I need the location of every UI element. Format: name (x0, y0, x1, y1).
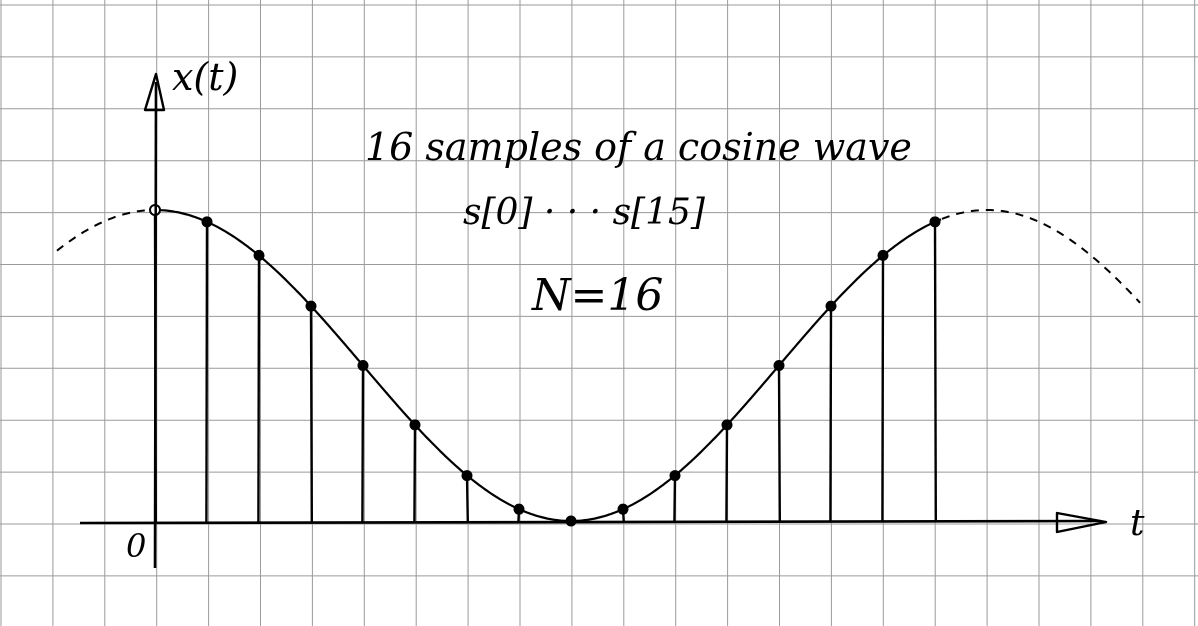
diagram-title: 16 samples of a cosine wave (365, 125, 912, 169)
sample-stem (205, 221, 209, 523)
sample-dot (721, 419, 733, 431)
sample-dot (409, 419, 421, 431)
y-axis-label: x(t) (172, 55, 238, 99)
y-axis-arrow-icon (143, 72, 166, 112)
x-axis-label: t (1130, 503, 1145, 544)
sample-dot (357, 360, 369, 371)
n-label: N=16 (531, 270, 663, 321)
sample-stem (465, 475, 469, 523)
sample-stem (257, 255, 261, 523)
sample-stem (881, 255, 885, 523)
sample-stem (361, 365, 365, 523)
sample-dot (201, 216, 213, 228)
sample-dot (773, 360, 785, 371)
x-axis-arrow-icon (1055, 511, 1108, 534)
y-axis (143, 72, 166, 569)
cosine-curve-dashed-right (941, 209, 1141, 304)
sample-stem (829, 306, 833, 523)
sample-stem (933, 221, 937, 523)
sample-dot (253, 249, 265, 261)
x-axis (79, 511, 1108, 534)
sample-dot (825, 300, 837, 312)
origin-label: 0 (126, 527, 146, 565)
sample-dot (461, 470, 473, 482)
sample-stem (725, 424, 729, 523)
cosine-curve-dashed-left (56, 209, 155, 252)
sample-stem (413, 424, 417, 523)
sample-dot (305, 300, 317, 312)
cosine-curve (56, 208, 1141, 523)
sample-dot (617, 503, 629, 515)
sample-dot (877, 249, 889, 261)
sample-dot (669, 470, 681, 482)
sample-range-label: s[0] · · · s[15] (463, 192, 706, 233)
sample-stem (673, 475, 677, 523)
cosine-curve-solid (155, 208, 942, 523)
sample-stem (777, 365, 781, 523)
sample-dot (513, 503, 525, 515)
sample-dot (929, 216, 941, 228)
sample-stem (309, 306, 313, 523)
